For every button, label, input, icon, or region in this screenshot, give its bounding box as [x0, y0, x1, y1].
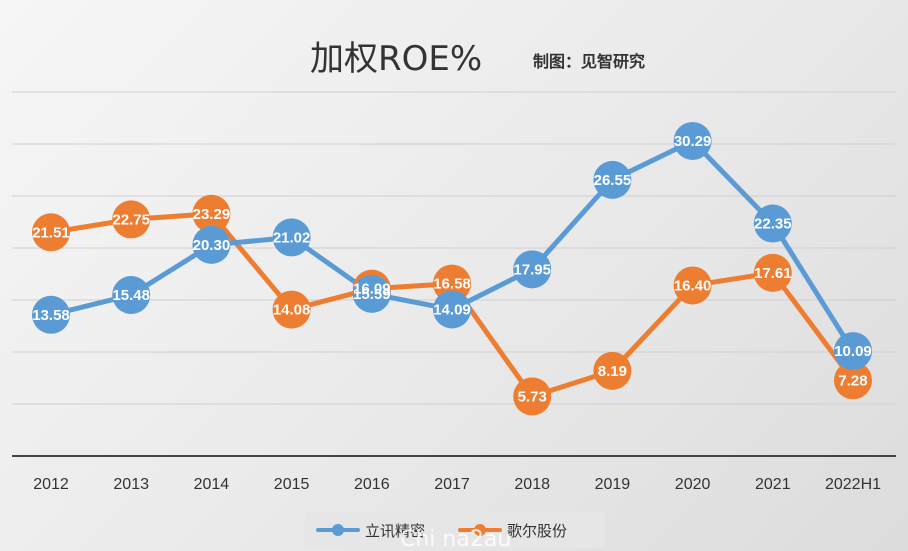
x-tick-label: 2019 [595, 476, 631, 493]
data-point-series-1 [673, 121, 712, 160]
data-point-series-1 [433, 290, 471, 329]
x-tick-label: 2012 [33, 476, 69, 493]
data-point-series-2 [272, 290, 311, 329]
data-point-series-2 [593, 351, 632, 390]
x-tick-label: 2020 [675, 476, 711, 493]
x-tick-label: 2014 [194, 476, 230, 493]
legend-marker-series-1 [332, 524, 344, 536]
data-label-series-1: 14.09 [433, 301, 471, 318]
gridlines [12, 91, 896, 405]
x-tick-label: 2017 [434, 476, 470, 493]
data-label-series-1: 20.30 [193, 237, 231, 254]
data-label-series-2: 14.08 [273, 302, 311, 319]
data-point-series-2 [673, 266, 712, 305]
x-tick-label: 2021 [755, 476, 791, 493]
legend-marker-series-2 [474, 524, 486, 536]
data-point-series-2 [192, 194, 231, 233]
data-label-series-1: 30.29 [674, 133, 712, 150]
x-tick-label: 2015 [274, 476, 310, 493]
data-label-series-1: 10.09 [834, 343, 872, 360]
data-label-series-2: 17.61 [754, 265, 792, 282]
x-tick-label: 2018 [514, 476, 550, 493]
legend-item-series-1: 立讯精密 [316, 522, 425, 540]
legend-item-series-2: 歌尔股份 [458, 522, 567, 540]
data-point-series-1 [32, 295, 70, 334]
data-label-series-2: 21.51 [32, 224, 70, 241]
data-point-series-1 [593, 160, 632, 199]
x-tick-label: 2013 [113, 476, 149, 493]
data-label-series-2: 16.40 [674, 277, 712, 294]
data-point-series-1 [192, 225, 231, 264]
data-points [32, 121, 872, 416]
data-label-series-1: 17.95 [513, 261, 551, 278]
data-point-series-1 [272, 218, 311, 257]
legend: 立讯精密 歌尔股份 [305, 512, 605, 548]
data-labels: 21.51 22.75 23.29 14.08 16.09 16.58 5.73 8.19 16… [32, 133, 872, 405]
data-point-series-1 [112, 276, 151, 315]
data-label-series-2: 5.73 [518, 388, 547, 405]
x-tick-label: 2022H1 [825, 476, 881, 493]
chart-title: 加权ROE% [310, 39, 482, 79]
chart-subtitle: 制图：见智研究 [533, 52, 645, 71]
data-label-series-1: 26.55 [594, 172, 632, 189]
data-label-series-2: 16.09 [353, 281, 391, 298]
data-label-series-2: 7.28 [838, 372, 867, 389]
data-label-series-1: 15.59 [353, 286, 391, 303]
legend-label-series-1: 立讯精密 [365, 522, 425, 540]
data-label-series-1: 15.48 [112, 287, 150, 304]
data-label-series-2: 8.19 [598, 363, 627, 380]
data-point-series-1 [834, 332, 872, 371]
x-tick-labels: 2012 2013 2014 2015 2016 2017 2018 2019 2020 2021… [33, 476, 881, 493]
data-label-series-2: 16.58 [433, 276, 471, 293]
watermark: Chi na2au [400, 527, 511, 551]
data-point-series-2 [112, 200, 151, 239]
data-label-series-1: 22.35 [754, 216, 792, 233]
x-tick-label: 2016 [354, 476, 390, 493]
data-point-series-1 [753, 204, 792, 243]
data-point-series-1 [513, 250, 552, 289]
data-point-series-2 [753, 253, 792, 292]
data-point-series-2 [32, 213, 70, 252]
data-point-series-2 [834, 361, 872, 400]
data-point-series-1 [352, 274, 391, 313]
data-label-series-1: 13.58 [32, 307, 70, 324]
data-label-series-1: 21.02 [273, 229, 311, 246]
legend-label-series-2: 歌尔股份 [507, 522, 567, 540]
data-label-series-2: 22.75 [112, 211, 150, 228]
data-label-series-2: 23.29 [193, 206, 231, 223]
data-point-series-2 [513, 377, 552, 416]
